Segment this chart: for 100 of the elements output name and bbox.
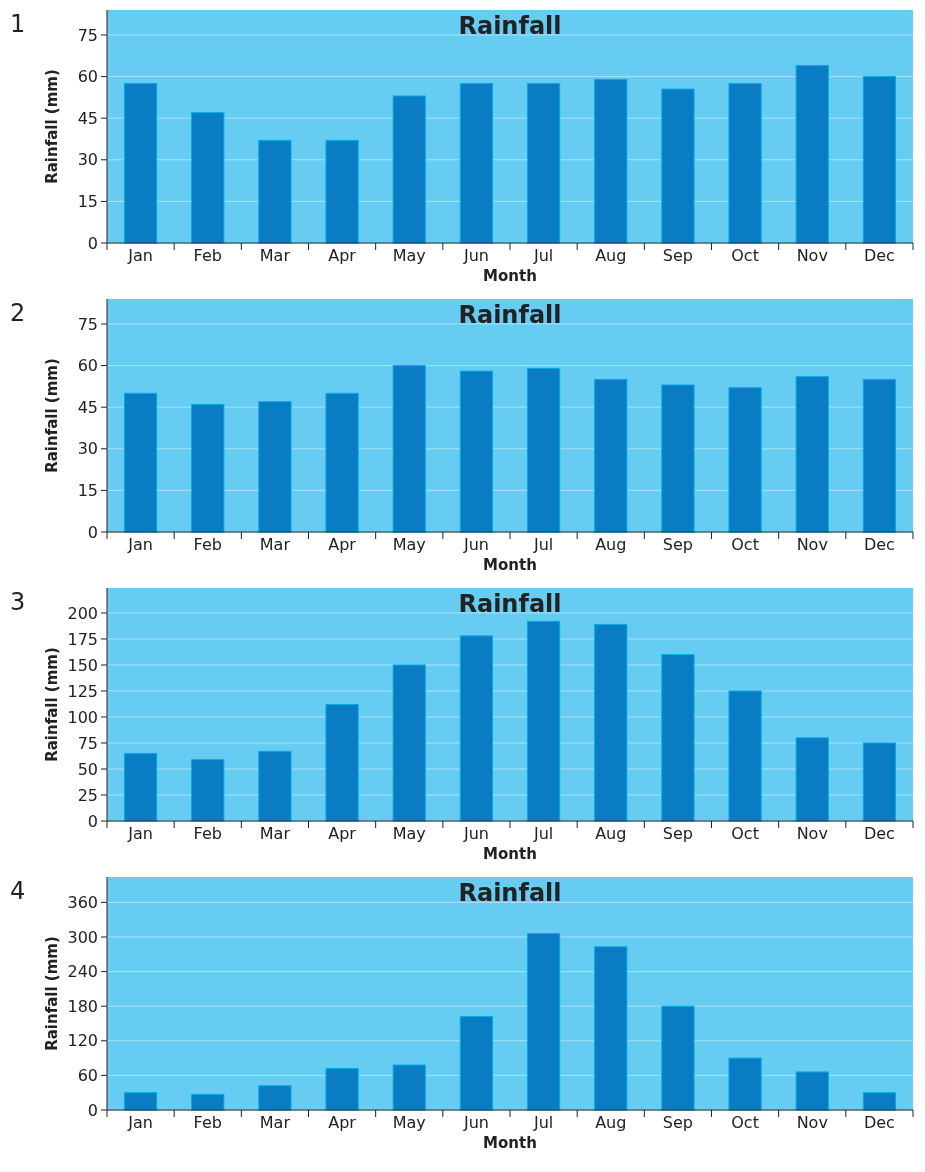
bar [594, 378, 628, 533]
y-tick-label: 360 [67, 892, 98, 912]
x-tick-label: Jul [532, 535, 554, 554]
bar [123, 1092, 158, 1111]
y-tick-label: 0 [87, 1100, 98, 1120]
x-tick-label: Mar [259, 824, 291, 843]
x-tick-label: Mar [259, 246, 291, 265]
bar [325, 704, 359, 822]
y-tick-label: 15 [77, 191, 98, 211]
y-tick-label: 120 [67, 1031, 98, 1051]
bar [862, 1092, 897, 1111]
bar [258, 401, 292, 533]
y-tick-label: 60 [77, 356, 98, 376]
x-tick-label: Oct [731, 535, 759, 554]
bar [392, 1064, 426, 1111]
x-tick-label: Jul [532, 246, 554, 265]
y-tick-label: 30 [77, 439, 98, 459]
text: 4 [10, 877, 26, 905]
x-tick-label: Apr [328, 824, 357, 843]
y-tick-label: 180 [67, 996, 98, 1016]
x-tick-label: Jan [127, 535, 153, 554]
bar [795, 1071, 829, 1111]
y-tick-label: 60 [77, 1066, 98, 1085]
x-tick-label: Mar [259, 535, 291, 554]
bar [661, 1005, 695, 1111]
y-tick-label: 15 [77, 480, 98, 500]
y-tick-label: 75 [77, 733, 98, 753]
bar [123, 392, 158, 533]
bar [661, 88, 695, 244]
y-tick-label: 125 [67, 681, 98, 701]
bar [392, 365, 426, 533]
x-axis-title: Month [483, 845, 537, 863]
y-tick-label: 240 [67, 962, 98, 982]
bar [459, 635, 494, 822]
text: 3 [10, 588, 26, 616]
x-tick-label: Jun [462, 1113, 489, 1132]
x-tick-label: May [392, 1113, 426, 1132]
x-tick-label: Feb [193, 824, 222, 843]
x-tick-label: Nov [796, 246, 828, 265]
y-tick-label: 200 [67, 603, 98, 623]
x-tick-label: Jul [532, 1113, 554, 1132]
y-tick-label: 300 [67, 927, 98, 947]
bar [728, 690, 762, 822]
bar [661, 654, 695, 822]
x-tick-label: May [392, 824, 426, 843]
x-tick-label: Aug [595, 824, 627, 843]
bar [795, 376, 829, 533]
x-axis-title: Month [483, 267, 537, 285]
x-tick-label: Feb [193, 535, 222, 554]
x-tick-label: Feb [193, 246, 222, 265]
y-tick-label: 60 [77, 67, 98, 87]
x-tick-label: Sep [662, 535, 693, 554]
y-tick-label: 75 [77, 314, 98, 334]
bar [123, 752, 158, 822]
y-tick-label: 45 [77, 397, 98, 417]
x-tick-label: Sep [662, 1113, 693, 1132]
y-axis-title: Rainfall (mm) [43, 936, 61, 1051]
x-tick-label: Sep [662, 824, 693, 843]
chart-title: Rainfall [458, 879, 562, 907]
bar [862, 378, 897, 533]
x-tick-label: Jul [532, 824, 554, 843]
chart-title: Rainfall [458, 590, 562, 618]
bar [325, 392, 359, 533]
x-tick-label: Dec [863, 246, 895, 265]
bar [795, 737, 829, 822]
x-tick-label: Apr [328, 1113, 357, 1132]
x-tick-label: Dec [863, 1113, 895, 1132]
x-tick-label: Nov [796, 824, 828, 843]
bar [594, 946, 628, 1111]
bar [325, 1067, 359, 1111]
bar [795, 64, 829, 244]
chart-title: Rainfall [458, 12, 562, 40]
y-axis-title: Rainfall (mm) [43, 358, 61, 473]
bar [526, 620, 561, 822]
bar [594, 78, 628, 244]
y-axis-title: Rainfall (mm) [43, 69, 61, 184]
x-tick-label: Nov [796, 535, 828, 554]
bar [459, 370, 494, 533]
bar [258, 1085, 292, 1111]
x-tick-label: Jan [127, 824, 153, 843]
bar [191, 1093, 225, 1111]
bar [728, 83, 762, 244]
x-tick-label: Oct [731, 246, 759, 265]
text: 2 [10, 299, 26, 327]
bar [258, 750, 292, 822]
x-tick-label: Nov [796, 1113, 828, 1132]
x-tick-label: Jun [462, 535, 489, 554]
x-tick-label: Sep [662, 246, 693, 265]
y-tick-label: 150 [67, 655, 98, 675]
x-tick-label: Mar [259, 1113, 291, 1132]
y-tick-label: 75 [77, 25, 98, 45]
bar [191, 403, 225, 533]
x-tick-label: Dec [863, 535, 895, 554]
x-tick-label: Jan [127, 1113, 153, 1132]
y-tick-label: 30 [77, 150, 98, 170]
bar [123, 83, 158, 244]
bar [191, 759, 225, 822]
x-tick-label: Jun [462, 824, 489, 843]
bar [661, 384, 695, 533]
bar [459, 83, 494, 244]
